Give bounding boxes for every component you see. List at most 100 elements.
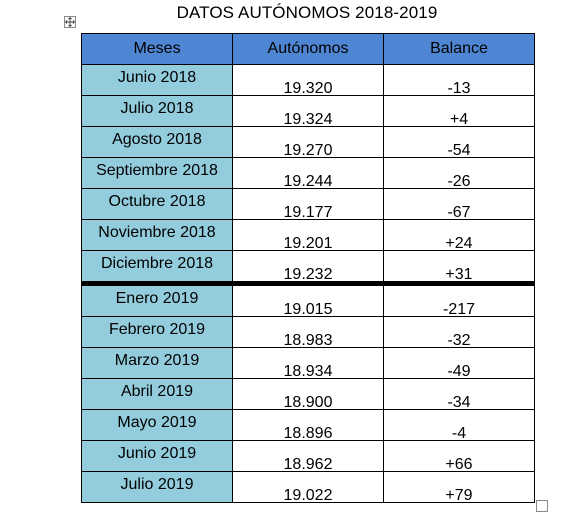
table-row: Agosto 2018 19.270 -54 [81,126,535,159]
cell-autonomos-text: 18.934 [283,363,333,380]
cell-autonomos: 18.896 [232,409,384,442]
table-row: Marzo 2019 18.934 -49 [81,347,535,380]
cell-balance-text: -54 [447,142,471,159]
table-row: Enero 2019 19.015 -217 [81,281,535,318]
cell-balance-text: -26 [447,173,471,190]
table-row: Julio 2018 19.324 +4 [81,95,535,128]
table-row: Noviembre 2018 19.201 +24 [81,219,535,252]
cell-mes-text: Junio 2018 [117,69,197,86]
cell-mes: Abril 2019 [81,378,233,410]
cell-balance: +24 [383,219,535,252]
cell-mes: Mayo 2019 [81,409,233,441]
cell-mes-text: Junio 2019 [117,445,197,462]
cell-mes: Julio 2019 [81,471,233,503]
cell-balance: -54 [383,126,535,159]
cell-autonomos-text: 19.201 [283,235,333,252]
cell-balance: -13 [383,64,535,97]
table-row: Junio 2018 19.320 -13 [81,64,535,97]
cell-autonomos: 19.177 [232,188,384,221]
cell-autonomos-text: 18.962 [283,456,333,473]
cell-balance: +31 [383,250,535,284]
cell-mes: Enero 2019 [81,281,233,317]
cell-autonomos: 18.962 [232,440,384,473]
cell-balance-text: -217 [442,301,476,318]
cell-autonomos: 19.232 [232,250,384,284]
cell-mes: Septiembre 2018 [81,157,233,189]
cell-autonomos-text: 19.324 [283,111,333,128]
cell-mes-text: Septiembre 2018 [96,162,218,179]
cell-balance: +66 [383,440,535,473]
cell-mes-text: Marzo 2019 [114,352,200,369]
cell-balance: -49 [383,347,535,380]
header-balance: Balance [383,33,535,65]
header-row: Meses Autónomos Balance [81,33,535,65]
cell-balance-text: +66 [445,456,473,473]
cell-mes-text: Agosto 2018 [112,131,202,148]
cell-autonomos-text: 19.177 [283,204,333,221]
cell-autonomos-text: 19.015 [283,301,333,318]
cell-balance: -32 [383,316,535,349]
cell-mes-text: Mayo 2019 [117,414,197,431]
cell-autonomos: 19.270 [232,126,384,159]
cell-autonomos: 18.900 [232,378,384,411]
header-autonomos: Autónomos [232,33,384,65]
cell-balance-text: +79 [445,487,473,504]
cell-balance: -67 [383,188,535,221]
cell-autonomos-text: 19.244 [283,173,333,190]
cell-autonomos-text: 18.983 [283,332,333,349]
cell-balance-text: -49 [447,363,471,380]
cell-autonomos: 19.244 [232,157,384,190]
cell-autonomos: 18.934 [232,347,384,380]
table-row: Julio 2019 19.022 +79 [81,471,535,504]
cell-balance: -34 [383,378,535,411]
cell-balance-text: -32 [447,332,471,349]
cell-mes-text: Octubre 2018 [108,193,206,210]
cell-mes: Octubre 2018 [81,188,233,220]
cell-mes-text: Febrero 2019 [108,321,206,338]
cell-balance-text: -67 [447,204,471,221]
cell-balance: +79 [383,471,535,504]
cell-autonomos-text: 18.900 [283,394,333,411]
cell-autonomos: 19.201 [232,219,384,252]
cell-balance-text: +4 [449,111,469,128]
cell-balance-text: +31 [445,266,473,283]
cell-autonomos: 19.022 [232,471,384,504]
cell-mes-text: Julio 2018 [120,100,194,117]
table-row: Junio 2019 18.962 +66 [81,440,535,473]
cell-mes: Julio 2018 [81,95,233,127]
table-resize-icon[interactable] [536,500,548,512]
cell-mes-text: Julio 2019 [120,476,194,493]
cell-autonomos-text: 19.320 [283,80,333,97]
cell-balance-text: +24 [445,235,473,252]
autonomos-table: Meses Autónomos Balance Junio 2018 19.320… [81,33,535,504]
cell-mes-text: Enero 2019 [115,290,199,307]
table-row: Octubre 2018 19.177 -67 [81,188,535,221]
cell-balance: +4 [383,95,535,128]
cell-autonomos-text: 19.270 [283,142,333,159]
cell-mes: Agosto 2018 [81,126,233,158]
cell-autonomos: 19.320 [232,64,384,97]
cell-mes-text: Diciembre 2018 [100,255,214,272]
cell-mes-text: Noviembre 2018 [98,224,216,241]
table-row: Mayo 2019 18.896 -4 [81,409,535,442]
header-meses: Meses [81,33,233,65]
table-row: Abril 2019 18.900 -34 [81,378,535,411]
cell-mes: Marzo 2019 [81,347,233,379]
cell-autonomos-text: 19.022 [283,487,333,504]
cell-mes: Diciembre 2018 [81,250,233,284]
cell-autonomos-text: 18.896 [283,425,333,442]
cell-autonomos: 19.015 [232,281,384,318]
cell-balance-text: -34 [447,394,471,411]
cell-balance: -26 [383,157,535,190]
cell-autonomos: 18.983 [232,316,384,349]
cell-autonomos-text: 19.232 [283,266,333,283]
cell-balance: -217 [383,281,535,318]
move-arrows-icon [65,17,75,27]
cell-mes: Febrero 2019 [81,316,233,348]
cell-balance: -4 [383,409,535,442]
table-row: Diciembre 2018 19.232 +31 [81,250,535,284]
table-row: Septiembre 2018 19.244 -26 [81,157,535,190]
table-move-handle-icon[interactable] [64,16,76,28]
cell-mes: Junio 2019 [81,440,233,472]
cell-mes: Junio 2018 [81,64,233,96]
